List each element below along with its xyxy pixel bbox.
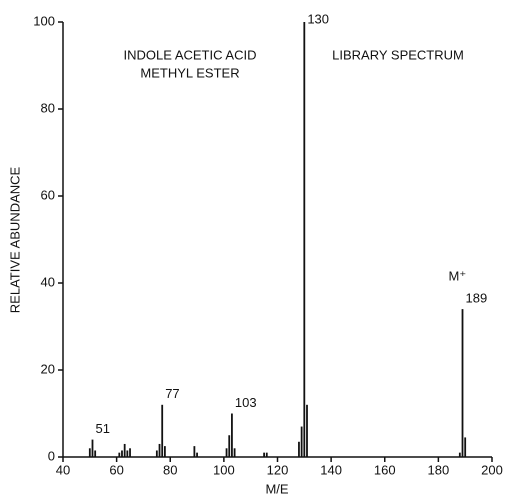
peak-label: 130 <box>307 11 329 26</box>
x-axis-label: M/E <box>265 481 288 496</box>
x-tick-label: 200 <box>481 462 503 477</box>
peak-label: 51 <box>95 421 109 436</box>
peak-label: M⁺ <box>449 269 467 284</box>
peak-label: 77 <box>165 386 179 401</box>
chart-title-line: INDOLE ACETIC ACID <box>124 47 257 62</box>
peak-label: 103 <box>235 395 257 410</box>
y-tick-label: 100 <box>33 13 55 28</box>
y-axis-label: RELATIVE ABUNDANCE <box>7 166 22 313</box>
y-tick-label: 60 <box>41 187 55 202</box>
chart-title-line: METHYL ESTER <box>140 65 239 80</box>
x-tick-label: 180 <box>428 462 450 477</box>
x-tick-label: 60 <box>109 462 123 477</box>
x-tick-label: 120 <box>267 462 289 477</box>
y-tick-label: 0 <box>48 448 55 463</box>
x-tick-label: 40 <box>56 462 70 477</box>
x-tick-label: 160 <box>374 462 396 477</box>
x-tick-label: 80 <box>163 462 177 477</box>
x-tick-label: 140 <box>320 462 342 477</box>
y-tick-label: 20 <box>41 361 55 376</box>
y-tick-label: 40 <box>41 274 55 289</box>
chart-subtitle: LIBRARY SPECTRUM <box>332 47 464 62</box>
peak-label: 189 <box>466 291 488 306</box>
y-tick-label: 80 <box>41 100 55 115</box>
x-tick-label: 100 <box>213 462 235 477</box>
